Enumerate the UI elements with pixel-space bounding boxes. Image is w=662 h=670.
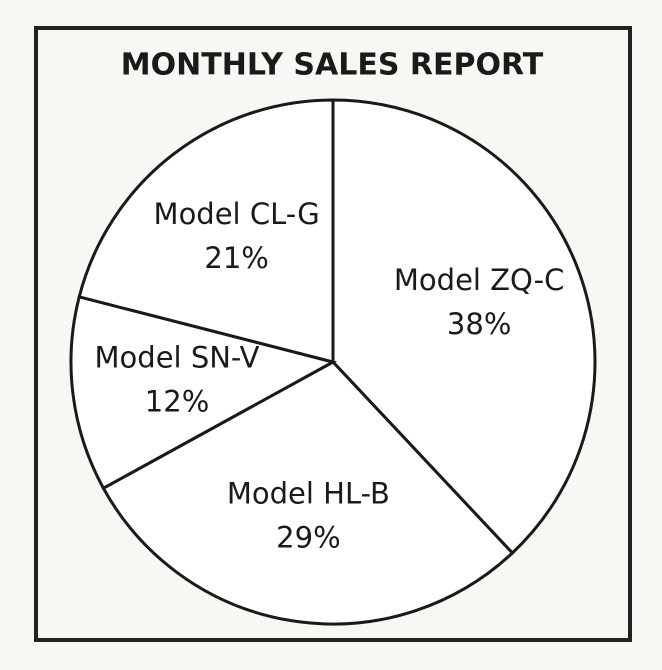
- slice-value-label: 29%: [276, 520, 340, 554]
- slice-value-label: 12%: [145, 385, 209, 419]
- slice-label: Model ZQ-C: [394, 263, 565, 297]
- slice-value-label: 38%: [447, 307, 511, 341]
- pie-slice: [69, 295, 338, 491]
- frame: [34, 26, 632, 642]
- pie-slice: [101, 360, 515, 626]
- chart-title: MONTHLY SALES REPORT: [121, 48, 544, 83]
- slice-label: Model CL-G: [154, 197, 320, 231]
- pie-slice: [77, 98, 335, 364]
- slice-value-label: 21%: [204, 241, 268, 275]
- pie-slice: [331, 98, 597, 556]
- slice-label: Model SN-V: [95, 341, 260, 375]
- slice-label: Model HL-B: [227, 476, 390, 510]
